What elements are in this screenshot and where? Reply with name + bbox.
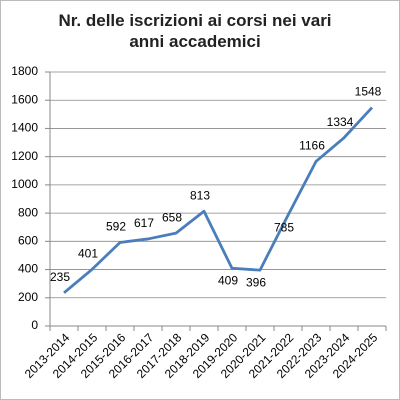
data-label: 401: [78, 247, 98, 261]
y-tick-label: 400: [18, 262, 38, 276]
data-label: 785: [274, 220, 294, 234]
data-label: 617: [134, 216, 154, 230]
data-label: 1166: [299, 139, 325, 153]
data-line: [63, 106, 374, 294]
y-tick-label: 1200: [11, 149, 38, 163]
y-tick-label: 0: [31, 318, 38, 332]
data-label: 235: [50, 270, 70, 284]
y-tick-label: 1000: [11, 177, 38, 191]
y-tick-label: 600: [18, 234, 38, 248]
data-label: 409: [218, 273, 238, 287]
y-tick-label: 800: [18, 205, 38, 219]
data-label: 1548: [355, 85, 382, 99]
y-tick-label: 1800: [11, 64, 38, 78]
data-label: 1334: [327, 115, 354, 129]
y-tick-label: 1600: [11, 92, 38, 106]
y-tick-label: 1400: [11, 121, 38, 135]
data-label: 592: [106, 220, 126, 234]
data-label: 658: [162, 210, 182, 224]
data-label: 396: [246, 275, 266, 289]
data-label: 813: [190, 188, 210, 202]
y-tick-label: 200: [18, 290, 38, 304]
chart-title: Nr. delle iscrizioni ai corsi nei vari a…: [58, 11, 332, 51]
